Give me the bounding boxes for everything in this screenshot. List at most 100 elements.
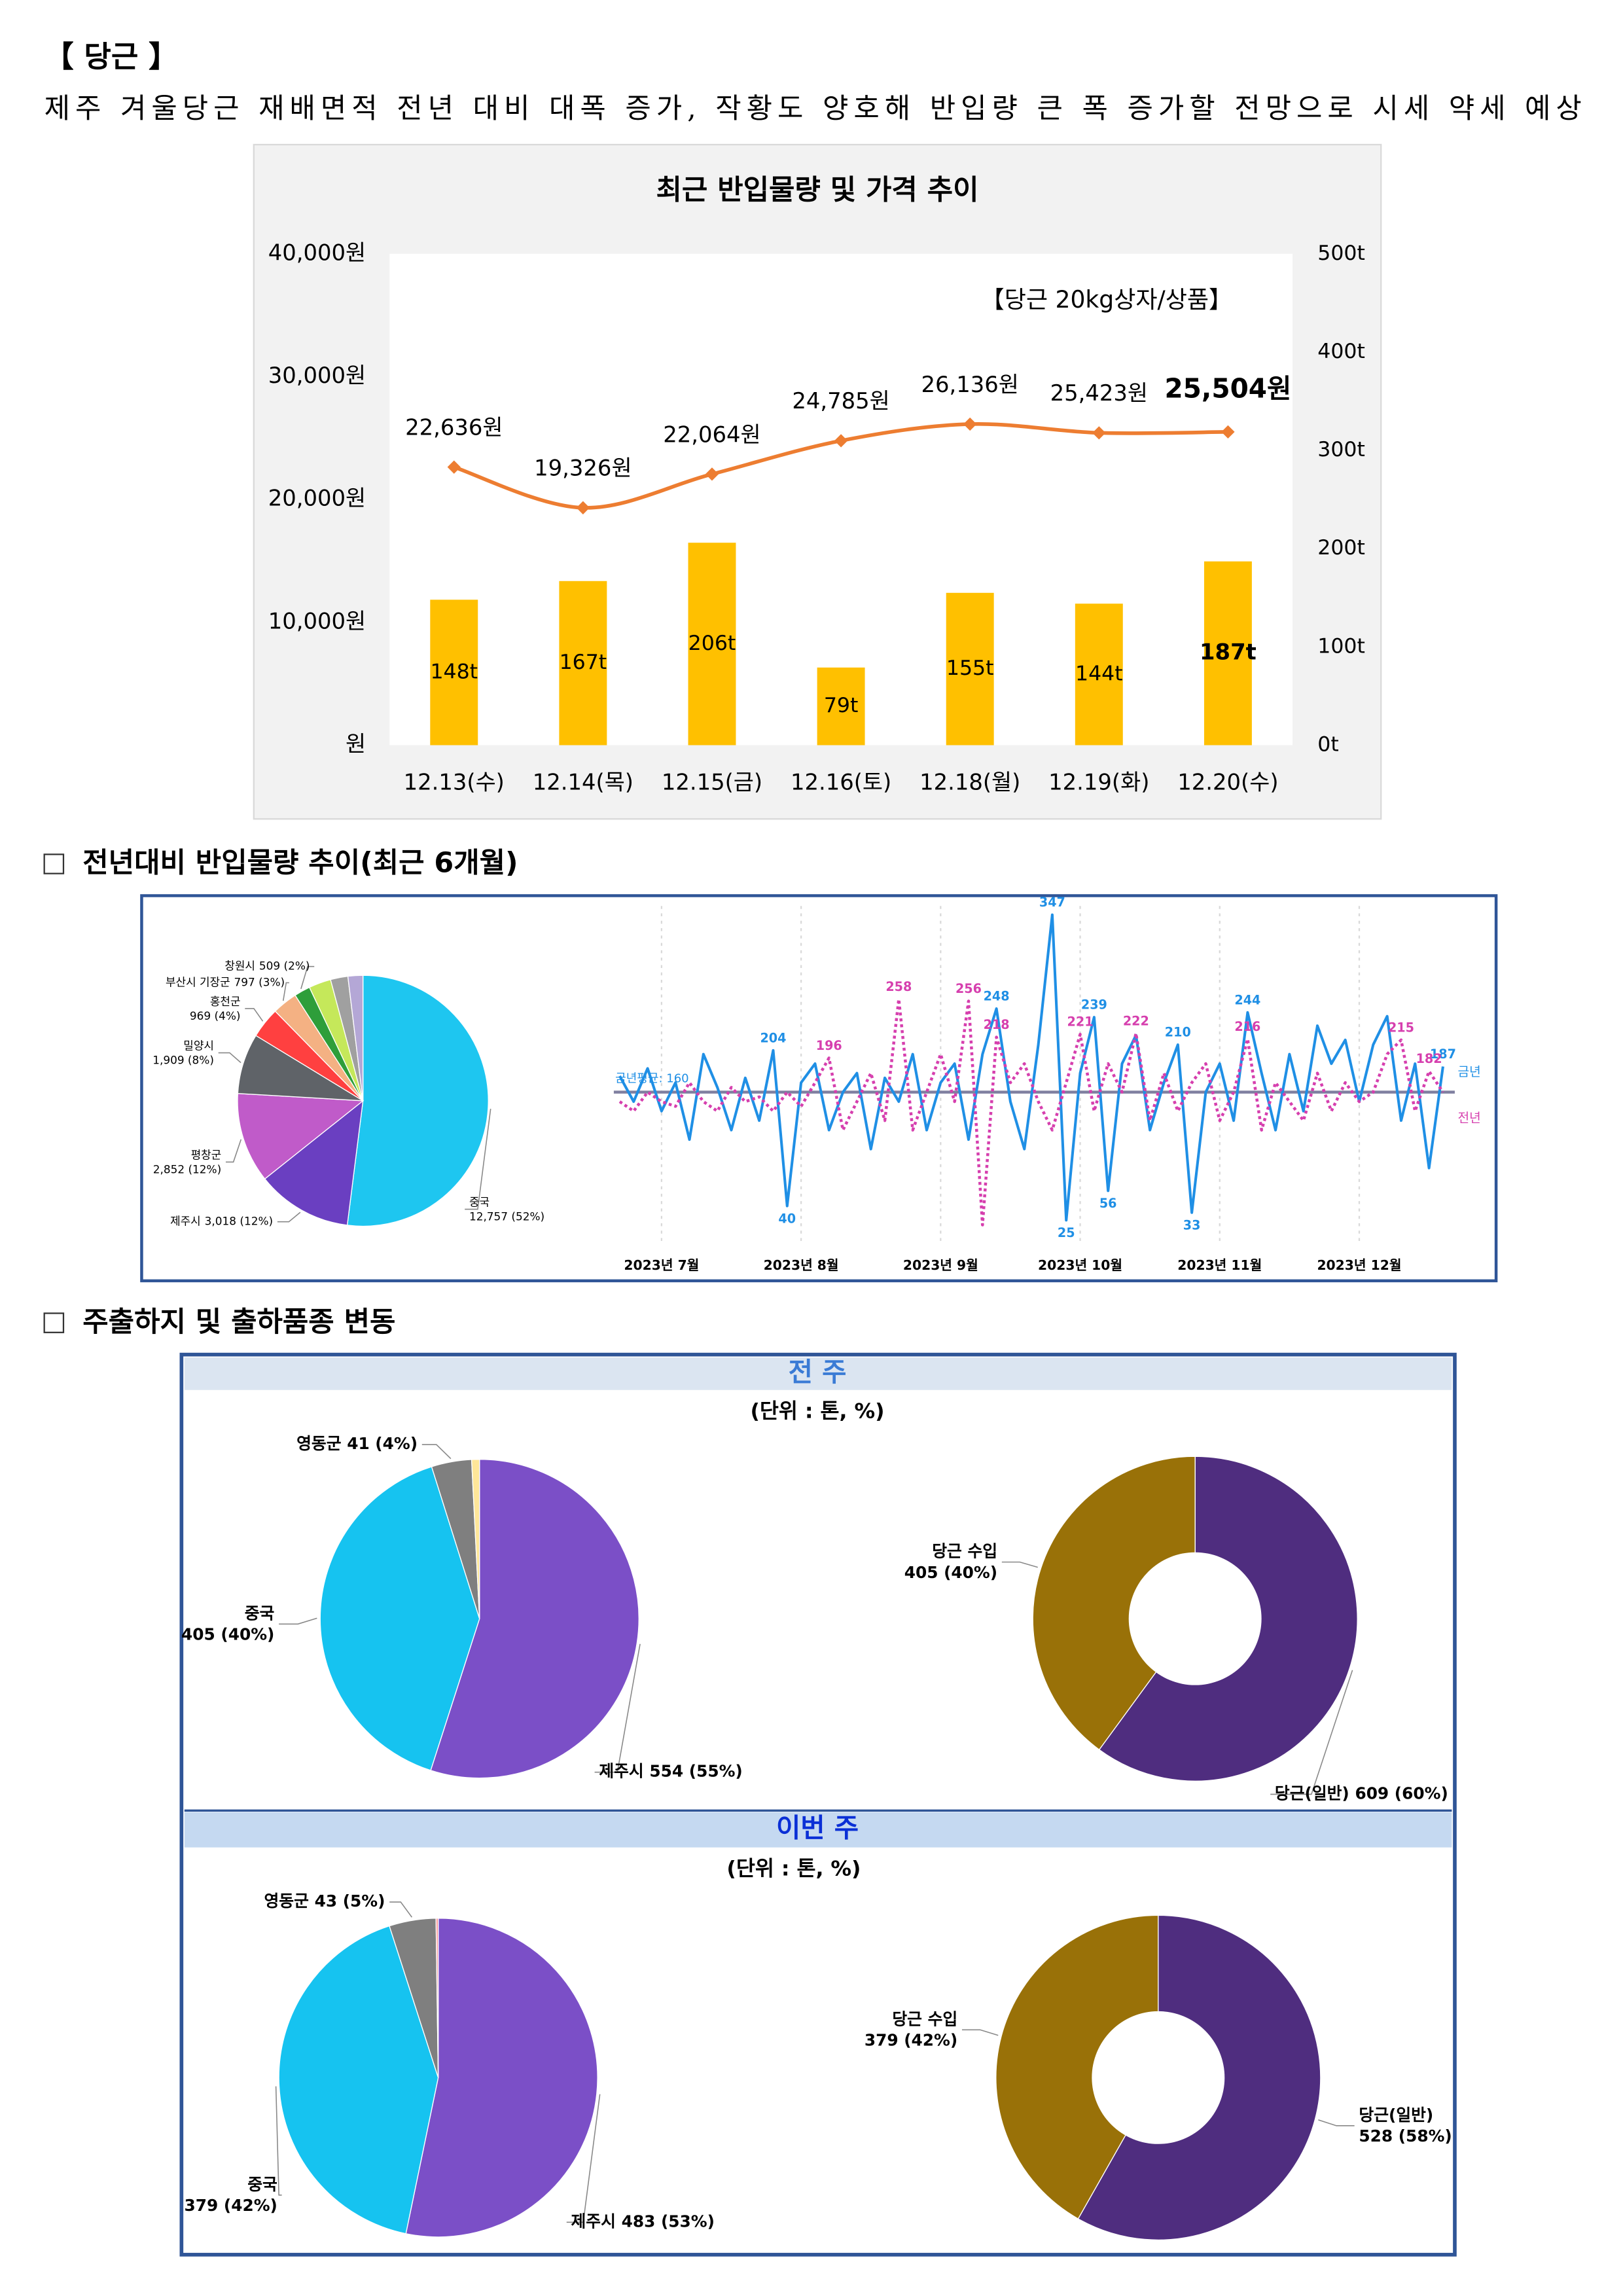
- slice-label: 홍천군 969 (4%): [190, 995, 241, 1022]
- leader-line: [566, 2094, 601, 2223]
- point-label: 187: [1430, 1047, 1456, 1062]
- x-tick-label: 12.14(목): [533, 770, 633, 795]
- panel-header: [184, 1357, 1452, 1390]
- x-tick-label: 12.16(토): [791, 770, 891, 795]
- slice-value: 43 (5%): [315, 1892, 385, 1910]
- line: [618, 913, 1444, 1222]
- x-tick-label: 2023년 11월: [1177, 1257, 1262, 1273]
- bar-label: 148t: [430, 660, 478, 683]
- point-label: 347: [1039, 895, 1065, 910]
- point-label: 25: [1058, 1225, 1075, 1240]
- slice-label: 제주시 3,018 (12%): [170, 1215, 273, 1228]
- checkbox: [43, 853, 65, 874]
- bar-label: 167t: [560, 651, 607, 674]
- pie-slice: [995, 1914, 1159, 2219]
- slice-value: 379 (42%): [185, 2196, 277, 2215]
- y2-tick-label: 200t: [1317, 536, 1365, 560]
- point-label: 215: [1388, 1020, 1414, 1035]
- bar: [559, 581, 607, 745]
- line-label: 24,785원: [792, 388, 889, 414]
- line-label: 19,326원: [534, 456, 632, 481]
- point-label: 258: [885, 979, 912, 994]
- y2-tick-label: 400t: [1317, 340, 1365, 363]
- pie-slice: [237, 1035, 363, 1102]
- bar-label: 144t: [1075, 662, 1123, 685]
- leader-line: [279, 1617, 317, 1625]
- slice-category: 중국: [245, 1604, 275, 1623]
- marker: [1221, 425, 1235, 439]
- slice-label: 영동군 43 (5%): [264, 1892, 385, 1910]
- leader-line: [389, 1901, 412, 1918]
- slice-label: 제주시 483 (53%): [571, 2212, 715, 2231]
- slice-value: 3,018 (12%): [205, 1215, 273, 1228]
- point-label: 210: [1165, 1025, 1191, 1040]
- point-label: 40: [778, 1211, 796, 1226]
- slice-value: 554 (55%): [649, 1762, 742, 1781]
- y2-tick-label: 500t: [1317, 242, 1365, 265]
- bar: [430, 600, 478, 745]
- checkbox: [43, 1312, 65, 1333]
- slice-value: 797 (3%): [234, 975, 285, 988]
- y-tick-label: 10,000원: [268, 608, 366, 634]
- line-label: 25,423원: [1050, 380, 1148, 406]
- annotation: 【당근 20kg상자/상품】: [981, 286, 1232, 314]
- pie-slice: [319, 1466, 480, 1771]
- marker: [447, 460, 461, 474]
- slice-value: 528 (58%): [1359, 2126, 1452, 2145]
- pie-slice: [430, 1459, 639, 1779]
- leader-line: [1318, 2119, 1355, 2126]
- pie-slice: [237, 1092, 365, 1180]
- y-tick-label: 20,000원: [268, 486, 366, 511]
- bar: [1204, 561, 1252, 745]
- bar: [688, 543, 736, 745]
- slice-category: 제주시: [571, 2212, 616, 2231]
- slice-category: 창원시: [224, 960, 255, 973]
- slice-label: 밀양시 1,909 (8%): [152, 1039, 214, 1066]
- x-tick-label: 12.19(화): [1048, 770, 1149, 795]
- slice-label: 제주시 554 (55%): [599, 1762, 742, 1781]
- x-tick-label: 2023년 10월: [1038, 1257, 1122, 1273]
- point-label: 216: [1234, 1019, 1260, 1034]
- leader-line: [225, 1139, 242, 1163]
- line-label: 22,064원: [663, 422, 760, 447]
- point-label: 248: [984, 989, 1010, 1004]
- slice-category: 중국: [469, 1195, 490, 1208]
- leader-line: [245, 1008, 264, 1022]
- point-label: 56: [1099, 1196, 1117, 1211]
- slice-value: 405 (40%): [181, 1625, 274, 1644]
- slice-category: 영동군: [296, 1434, 341, 1453]
- x-tick-label: 12.13(수): [404, 770, 505, 795]
- point-label: 196: [816, 1038, 842, 1053]
- series-name: 전년: [1457, 1111, 1480, 1126]
- marker: [705, 467, 719, 481]
- panel-title: 전 주: [789, 1356, 847, 1388]
- point-label: 221: [1067, 1014, 1094, 1030]
- slice-label: 중국 379 (42%): [185, 2175, 277, 2215]
- line-label: 22,636원: [405, 415, 503, 440]
- marker: [834, 434, 848, 448]
- slice-value: 609 (60%): [1355, 1784, 1448, 1803]
- unit-label: (단위 : 톤, %): [750, 1400, 884, 1424]
- slice-value: 1,909 (8%): [152, 1053, 214, 1066]
- slice-label: 당근 수입 405 (40%): [904, 1542, 997, 1582]
- slice-value: 379 (42%): [865, 2031, 957, 2050]
- bar: [1075, 603, 1123, 745]
- slice-label: 평창군 2,852 (12%): [153, 1148, 221, 1175]
- point-label: 244: [1234, 992, 1260, 1007]
- slice-label: 중국 12,757 (52%): [469, 1195, 544, 1223]
- point-label: 256: [955, 981, 982, 996]
- slice-category: 평창군: [191, 1148, 222, 1161]
- leader-line: [1270, 1670, 1353, 1795]
- line-label: 25,504원: [1164, 373, 1291, 404]
- slice-label: 당근(일반) 528 (58%): [1359, 2106, 1452, 2145]
- slice-category: 당근 수입: [932, 1542, 997, 1561]
- slice-category: 당근(일반): [1359, 2106, 1433, 2125]
- x-tick-label: 12.15(금): [662, 770, 762, 795]
- y-tick-label: 원: [346, 731, 366, 757]
- slice-label: 영동군 41 (4%): [296, 1434, 418, 1453]
- pie-slice: [435, 1918, 439, 2078]
- marker: [963, 417, 977, 431]
- leader-line: [421, 1444, 452, 1460]
- slice-value: 2,852 (12%): [153, 1162, 221, 1175]
